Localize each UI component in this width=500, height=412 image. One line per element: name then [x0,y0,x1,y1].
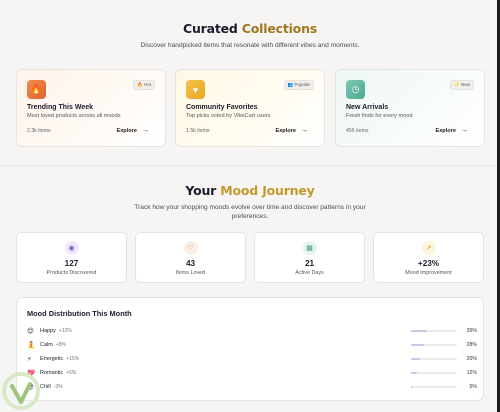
distribution-row-happy: 😊 Happy +12% 35% [27,326,477,336]
mood-journey-title: Your Mood Journey [0,183,500,198]
explore-label: Explore [116,127,137,134]
clock-icon: ◷ [346,80,365,99]
flame-icon: 🔥 [27,80,46,99]
stat-card-mood-improvement: ↗ +23% Mood Improvement [373,232,484,283]
energetic-emoji-icon: ⚡ [27,356,32,363]
stat-value: +23% [417,259,440,268]
collections-title-prefix: Curated [182,21,242,36]
mood-distribution-card: Mood Distribution This Month 😊 Happy +12… [16,297,484,401]
mood-change: -3% [53,384,63,390]
arrow-right-icon: → [461,127,468,134]
progress-bar [411,358,457,360]
progress-bar [411,344,457,346]
stat-value: 43 [185,259,196,268]
stat-label: Items Loved [175,270,206,276]
collections-title: Curated Collections [0,21,500,36]
card-title: New Arrivals [346,104,389,111]
collection-card-community[interactable]: ♥ 👥 Popular Community Favorites Top pick… [175,69,325,147]
progress-fill [411,358,421,360]
mood-name: Energetic [40,356,64,362]
section-divider [0,165,497,166]
mood-name: Chill [40,384,51,390]
happy-emoji-icon: 😊 [27,328,34,335]
stat-card-products-discovered: ◉ 127 Products Discovered [16,232,127,283]
mood-percent: 35% [466,328,477,334]
stat-value: 21 [304,259,315,268]
collections-title-accent: Collections [241,21,318,36]
collection-card-new-arrivals[interactable]: ◷ ✨ New New Arrivals Fresh finds for eve… [335,69,485,147]
mood-percent: 12% [466,370,477,376]
card-count: 1.5k items [186,127,210,134]
explore-label: Explore [275,127,296,134]
calm-emoji-icon: 🧘 [27,342,36,349]
mood-change: +5% [66,370,77,376]
distribution-title: Mood Distribution This Month [27,309,132,318]
explore-label: Explore [435,127,456,134]
romantic-emoji-icon: 💖 [27,370,36,377]
card-count: 456 items [346,127,369,134]
progress-fill [411,330,428,332]
progress-bar [411,386,457,388]
mood-name: Romantic [40,370,64,376]
progress-fill [411,344,424,346]
explore-link[interactable]: Explore → [275,127,308,134]
mood-change: +15% [66,356,80,362]
arrow-right-icon: → [142,127,149,134]
trend-up-icon: ↗ [421,241,436,255]
collection-card-trending[interactable]: 🔥 🔥 Hot Trending This Week Most loved pr… [16,69,166,147]
watermark-logo-icon [2,372,40,410]
new-badge: ✨ New [450,80,474,90]
mood-name: Calm [40,342,53,348]
card-description: Top picks voted by VibeCart users [186,113,271,119]
progress-fill [411,372,417,374]
distribution-row-energetic: ⚡ Energetic +15% 20% [27,354,477,364]
mood-title-prefix: Your [185,183,221,198]
stat-label: Active Days [295,270,324,276]
card-title: Community Favorites [186,104,258,111]
collections-subtitle: Discover handpicked items that resonate … [140,42,360,49]
card-description: Fresh finds for every mood [346,113,413,119]
mood-percent: 28% [466,342,477,348]
heart-outline-icon: ♡ [183,241,198,255]
mood-title-accent: Mood Journey [220,183,315,198]
card-title: Trending This Week [27,104,93,111]
mood-change: +12% [58,328,72,334]
distribution-row-chill: 😎 Chill -3% 5% [27,382,477,392]
mood-name: Happy [40,328,56,334]
popular-badge: 👥 Popular [283,80,314,90]
mood-percent: 20% [466,356,477,362]
explore-link[interactable]: Explore → [435,127,468,134]
distribution-row-calm: 🧘 Calm +8% 28% [27,340,477,350]
eye-icon: ◉ [64,241,79,255]
calendar-icon: ▦ [302,241,317,255]
stat-label: Products Discovered [46,270,97,276]
card-count: 2.3k items [27,127,51,134]
distribution-row-romantic: 💖 Romantic +5% 12% [27,368,477,378]
mood-change: +8% [55,342,66,348]
explore-link[interactable]: Explore → [116,127,149,134]
stat-card-items-loved: ♡ 43 Items Loved [135,232,246,283]
progress-bar [411,372,457,374]
stat-card-active-days: ▦ 21 Active Days [254,232,365,283]
card-description: Most loved products across all moods [27,113,121,119]
stat-label: Mood Improvement [405,270,452,276]
heart-icon: ♥ [186,80,205,99]
mood-journey-subtitle: Track how your shopping moods evolve ove… [134,204,366,220]
arrow-right-icon: → [301,127,308,134]
stat-value: 127 [64,259,79,268]
progress-fill [411,386,414,388]
progress-bar [411,330,457,332]
hot-badge: 🔥 Hot [133,80,155,90]
mood-percent: 5% [469,384,478,390]
